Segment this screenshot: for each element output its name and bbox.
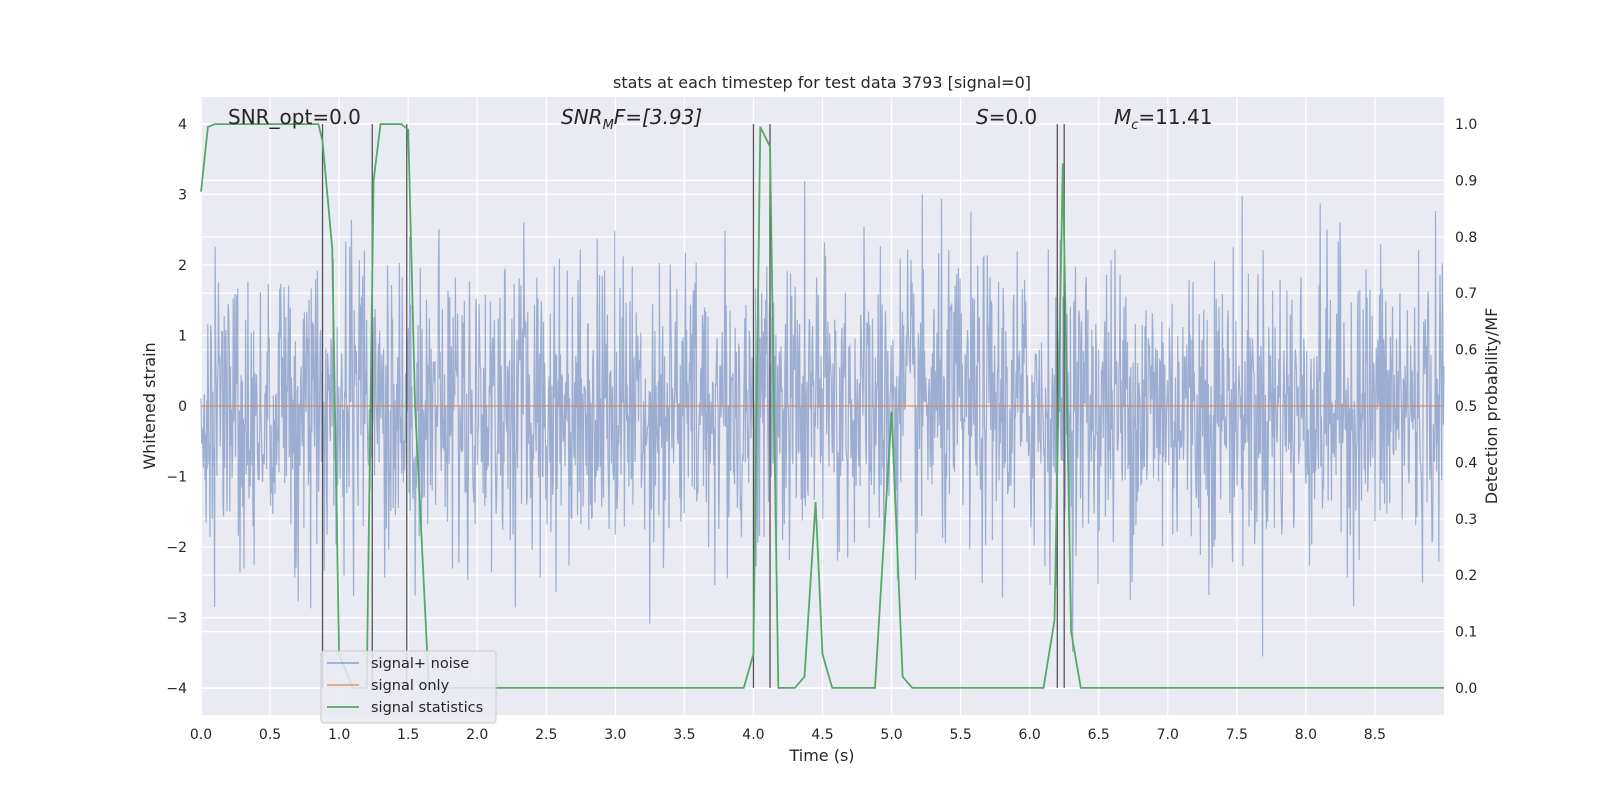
noise-trace — [200, 181, 1445, 657]
y2-tick-label: 1.0 — [1455, 117, 1477, 133]
x-tick-label: 5.5 — [949, 727, 971, 743]
chart-title: stats at each timestep for test data 379… — [613, 73, 1031, 92]
y-tick-labels: −4 −3 −2 −1 0 1 2 3 4 — [166, 117, 187, 697]
y-tick-label: 3 — [178, 187, 187, 203]
y-axis-label: Whitened strain — [140, 342, 159, 469]
x-tick-label: 4.5 — [811, 727, 833, 743]
signal-plus-noise-series — [200, 181, 1445, 657]
x-tick-label: 0.5 — [259, 727, 281, 743]
y2-tick-labels: 0.0 0.1 0.2 0.3 0.4 0.5 0.6 0.7 0.8 0.9 1.0 — [1455, 117, 1477, 697]
y-tick-label: −4 — [166, 681, 187, 697]
y2-tick-label: 0.5 — [1455, 399, 1477, 415]
y-tick-label: −2 — [166, 540, 187, 556]
x-tick-labels: 0.0 0.5 1.0 1.5 2.0 2.5 3.0 3.5 4.0 4.5 5.0 5.5 6.0 6… — [190, 727, 1386, 743]
x-tick-label: 1.0 — [328, 727, 350, 743]
y2-tick-label: 0.8 — [1455, 230, 1477, 246]
legend-label-signal-only: signal only — [371, 678, 450, 694]
x-tick-label: 7.5 — [1226, 727, 1248, 743]
legend-box — [320, 650, 497, 724]
y2-tick-label: 0.2 — [1455, 568, 1477, 584]
legend-label-statistics: signal statistics — [371, 700, 483, 716]
x-tick-label: 5.0 — [880, 727, 902, 743]
y2-tick-label: 0.9 — [1455, 173, 1477, 189]
x-tick-label: 7.0 — [1157, 727, 1179, 743]
y-tick-label: −3 — [166, 611, 187, 627]
y2-tick-label: 0.4 — [1455, 455, 1477, 471]
y2-tick-label: 0.6 — [1455, 343, 1477, 359]
annotation-snr-mf: SNRMF=[3.93] — [561, 105, 702, 133]
x-tick-label: 1.5 — [397, 727, 419, 743]
y-tick-label: 2 — [178, 258, 187, 274]
annotation-s: S=0.0 — [976, 105, 1037, 129]
legend: signal+ noise signal only signal statist… — [320, 650, 497, 724]
y2-tick-label: 0.7 — [1455, 286, 1477, 302]
y2-tick-label: 0.1 — [1455, 625, 1477, 641]
signal-statistics-series — [200, 123, 1444, 689]
y2-tick-label: 0.3 — [1455, 512, 1477, 528]
x-tick-label: 4.0 — [742, 727, 764, 743]
y-tick-label: 0 — [178, 399, 187, 415]
y-tick-label: 4 — [178, 117, 187, 133]
x-tick-label: 2.5 — [535, 727, 557, 743]
annotation-mc: Mc=11.41 — [1114, 105, 1212, 133]
x-tick-label: 3.5 — [673, 727, 695, 743]
y-tick-label: −1 — [166, 470, 187, 486]
y-tick-label: 1 — [178, 328, 187, 344]
y2-axis-label: Detection probability/MF — [1482, 308, 1501, 505]
x-tick-label: 3.0 — [604, 727, 626, 743]
y2-tick-label: 0.0 — [1455, 681, 1477, 697]
x-tick-label: 2.0 — [466, 727, 488, 743]
legend-label-noise: signal+ noise — [371, 656, 469, 672]
x-axis-label: Time (s) — [788, 746, 854, 765]
x-tick-label: 8.0 — [1295, 727, 1317, 743]
x-tick-label: 0.0 — [190, 727, 212, 743]
annotation-snr-opt: SNR_opt=0.0 — [228, 105, 361, 129]
x-tick-label: 6.5 — [1088, 727, 1110, 743]
x-tick-label: 6.0 — [1019, 727, 1041, 743]
x-tick-label: 8.5 — [1364, 727, 1386, 743]
